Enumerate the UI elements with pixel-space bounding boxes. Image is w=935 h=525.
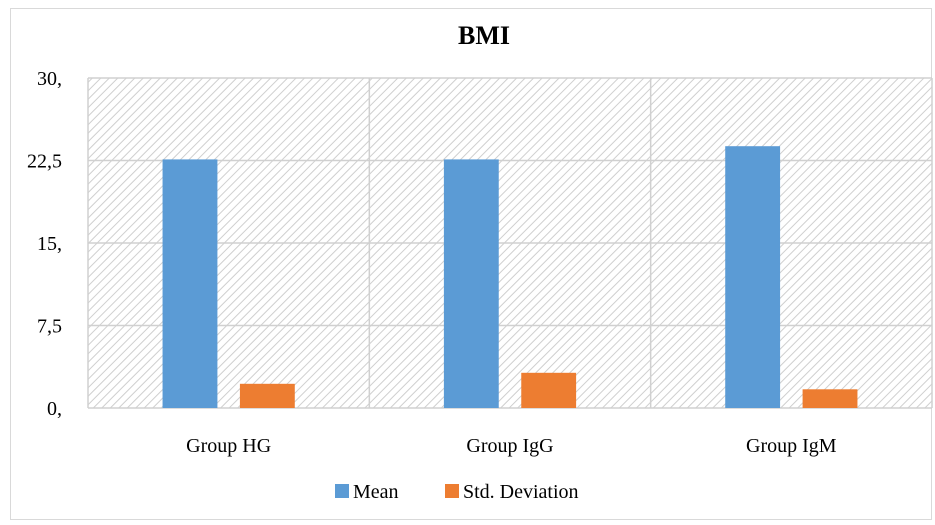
grid-lines <box>87 77 933 409</box>
y-axis-tick-labels: 0, 7,5 15, 22,5 30, <box>27 68 62 420</box>
bar-mean <box>162 159 218 408</box>
legend-label: Std. Deviation <box>463 481 579 503</box>
y-tick-label: 15, <box>37 233 62 255</box>
bar-mean <box>725 146 781 408</box>
legend: Mean Std. Deviation <box>335 481 579 503</box>
bar-mean <box>443 159 499 408</box>
x-axis-category-labels: Group HG Group IgG Group IgM <box>186 435 837 457</box>
y-tick-label: 0, <box>47 398 62 420</box>
legend-swatch <box>335 484 349 498</box>
x-category-label: Group IgM <box>746 435 837 457</box>
chart-title: BMI <box>458 21 510 50</box>
x-category-label: Group HG <box>186 435 271 457</box>
bars <box>162 146 858 408</box>
legend-swatch <box>445 484 459 498</box>
y-tick-label: 30, <box>37 68 62 90</box>
y-tick-label: 7,5 <box>37 316 62 338</box>
y-tick-label: 22,5 <box>27 151 62 173</box>
bar-std-deviation <box>239 383 295 408</box>
legend-label: Mean <box>353 481 399 503</box>
bar-std-deviation <box>802 389 858 408</box>
bar-std-deviation <box>521 372 577 408</box>
x-category-label: Group IgG <box>466 435 553 457</box>
